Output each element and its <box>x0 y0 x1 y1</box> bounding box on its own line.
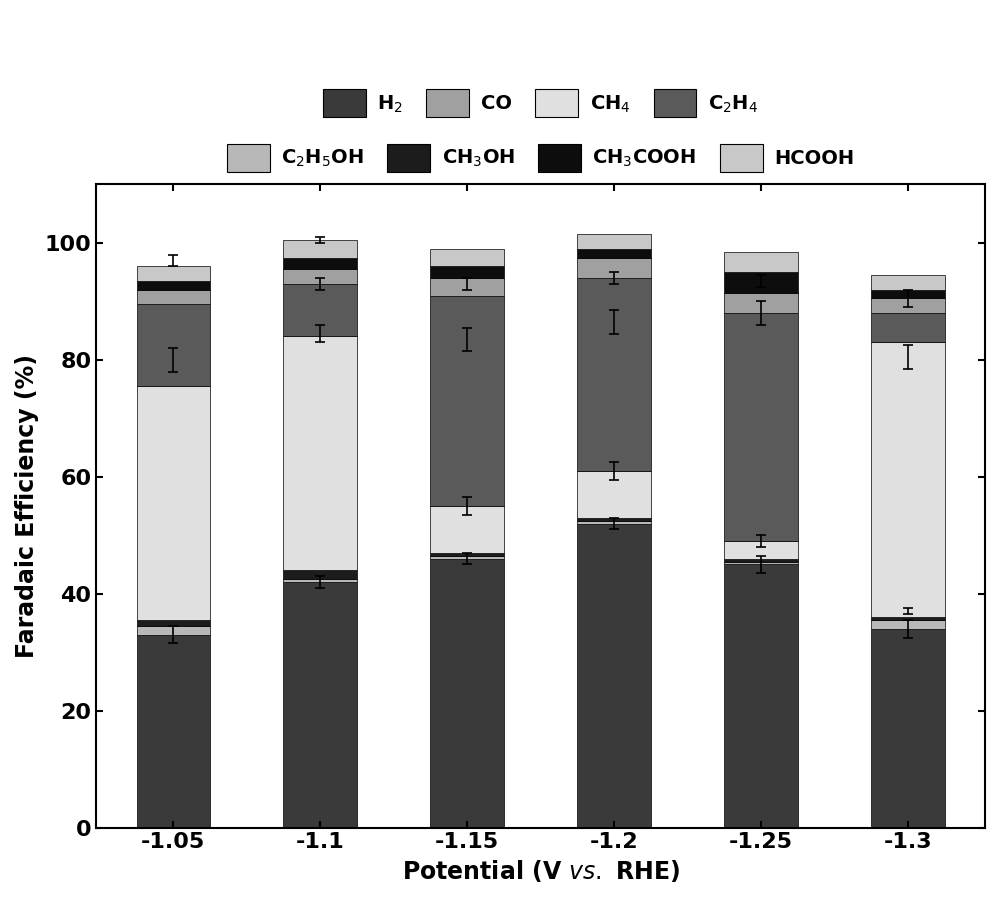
Bar <box>430 249 504 266</box>
Bar <box>724 272 798 292</box>
Bar <box>283 257 357 269</box>
Bar <box>724 565 798 828</box>
Y-axis label: Faradaic Efficiency (%): Faradaic Efficiency (%) <box>15 354 39 658</box>
Bar <box>137 280 210 289</box>
X-axis label: Potential (V $\mathit{vs.}$ RHE): Potential (V $\mathit{vs.}$ RHE) <box>402 858 680 884</box>
Bar <box>871 313 945 343</box>
Bar <box>577 523 651 828</box>
Bar <box>137 289 210 304</box>
Bar <box>871 343 945 617</box>
Bar <box>137 387 210 620</box>
Bar <box>137 304 210 387</box>
Bar <box>577 257 651 278</box>
Bar <box>871 620 945 628</box>
Bar <box>871 275 945 289</box>
Bar <box>137 620 210 626</box>
Bar <box>871 298 945 313</box>
Bar <box>577 234 651 249</box>
Bar <box>283 336 357 570</box>
Bar <box>724 252 798 272</box>
Bar <box>577 521 651 523</box>
Bar <box>871 617 945 620</box>
Bar <box>430 266 504 278</box>
Bar <box>283 284 357 336</box>
Bar <box>871 289 945 298</box>
Bar <box>724 562 798 565</box>
Bar <box>137 626 210 635</box>
Bar <box>283 240 357 257</box>
Bar <box>283 269 357 284</box>
Bar <box>283 582 357 828</box>
Bar <box>871 628 945 828</box>
Bar <box>137 635 210 828</box>
Bar <box>137 266 210 280</box>
Bar <box>430 556 504 558</box>
Bar <box>724 313 798 541</box>
Legend: C$_2$H$_5$OH, CH$_3$OH, CH$_3$COOH, HCOOH: C$_2$H$_5$OH, CH$_3$OH, CH$_3$COOH, HCOO… <box>219 137 862 180</box>
Bar <box>724 292 798 313</box>
Bar <box>430 278 504 296</box>
Bar <box>724 558 798 562</box>
Bar <box>283 570 357 579</box>
Bar <box>283 579 357 582</box>
Bar <box>430 553 504 556</box>
Bar <box>577 278 651 471</box>
Bar <box>577 518 651 521</box>
Bar <box>430 558 504 828</box>
Bar <box>430 506 504 553</box>
Bar <box>724 541 798 558</box>
Bar <box>430 296 504 506</box>
Bar <box>577 249 651 257</box>
Bar <box>577 471 651 518</box>
